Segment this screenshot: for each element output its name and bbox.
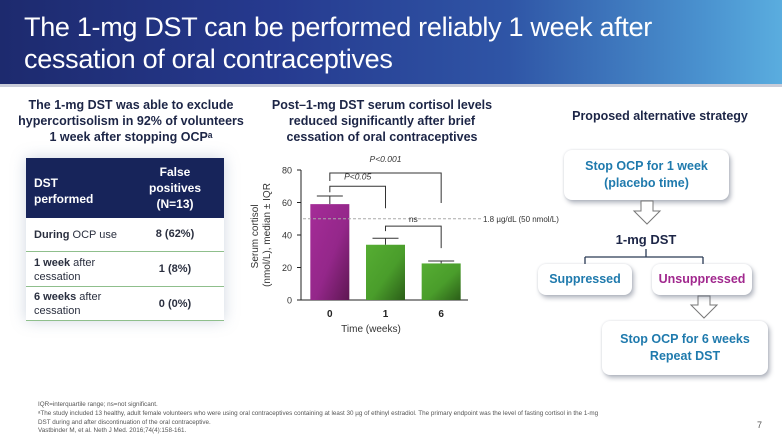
table-row: During OCP use 8 (62%) (26, 218, 224, 252)
bar-week-6 (421, 263, 461, 300)
footnote-reference: Vastbinder M, et al. Neth J Med. 2016;74… (38, 427, 187, 435)
y-tick-label: 40 (282, 231, 292, 241)
row-label-bold: During (34, 229, 70, 241)
x-tick-label: 1 (383, 309, 389, 320)
x-axis-label: Time (weeks) (341, 324, 401, 335)
footnote-line: IQR=interquartile range; ns=not signific… (38, 401, 158, 408)
header-false-positives: False positives (N=13) (130, 164, 220, 212)
significance-bracket (329, 185, 386, 209)
header-text: DST (34, 176, 58, 190)
page-number: 7 (756, 420, 762, 430)
table-header: DST performed False positives (N=13) (26, 158, 224, 218)
chart-heading-line: cessation of oral contraceptives (286, 130, 478, 144)
result-suppressed: Suppressed (538, 264, 632, 295)
row-label: 6 weeks after cessation (34, 290, 124, 318)
significance-bracket (329, 172, 442, 203)
bar-week-0 (310, 204, 350, 300)
false-positives-table: DST performed False positives (N=13) Dur… (26, 158, 224, 321)
left-heading-line: hypercortisolism in 92% of volunteers (18, 114, 244, 128)
table-row: 1 week after cessation 1 (8%) (26, 252, 224, 287)
row-label-rest: after cessation (34, 257, 96, 283)
step-stop-ocp-1-week: Stop OCP for 1 week (placebo time) (564, 150, 729, 200)
strategy-heading: Proposed alternative strategy (572, 109, 748, 123)
branch-connector (584, 249, 704, 265)
row-value: 8 (62%) (155, 228, 195, 240)
table-row: 6 weeks after cessation 0 (0%) (26, 287, 224, 321)
row-label: 1 week after cessation (34, 256, 124, 284)
reference-line-label: 1.8 µg/dL (50 nmol/L) (483, 215, 559, 224)
x-tick-label: 6 (438, 309, 444, 320)
chart-heading-line: Post–1-mg DST serum cortisol levels (271, 98, 493, 112)
step-text: Repeat DST (649, 349, 721, 363)
title-banner: The 1-mg DST can be performed reliably 1… (0, 0, 782, 84)
slide-title: The 1-mg DST can be performed reliably 1… (24, 12, 652, 74)
row-value: 1 (8%) (158, 263, 192, 275)
chart-heading-line: reduced significantly after brief (288, 114, 476, 128)
header-text: positives (148, 181, 202, 195)
significance-bracket (385, 225, 442, 249)
down-arrow-icon (632, 200, 662, 225)
row-label: During OCP use (34, 228, 117, 242)
row-label-rest: after cessation (34, 291, 102, 317)
footnote-line: DST during and after discontinuation of … (38, 418, 211, 426)
y-axis-label-line: Serum cortisol (250, 204, 261, 268)
bar-week-1 (366, 244, 405, 300)
header-text: (N=13) (156, 197, 194, 211)
row-label-rest: OCP use (69, 229, 117, 241)
step-text: Stop OCP for 1 week (585, 159, 708, 173)
header-text: False (159, 165, 191, 179)
header-dst-performed: DST performed (34, 175, 93, 207)
step-text: (placebo time) (604, 176, 689, 190)
footnotes: IQR=interquartile range; ns=not signific… (38, 401, 758, 436)
y-axis-label-line: (nmol/L), median ± IQR (262, 183, 273, 287)
step-text: Stop OCP for 6 weeks (620, 332, 750, 346)
down-arrow-icon (689, 295, 719, 319)
row-value: 0 (0%) (158, 298, 192, 310)
header-text: performed (34, 192, 94, 206)
row-label-bold: 6 weeks (34, 291, 77, 303)
left-panel-heading: The 1-mg DST was able to exclude hyperco… (6, 97, 256, 145)
left-heading-line: 1 week after stopping OCPᵃ (49, 130, 213, 144)
significance-label: P<0.05 (344, 171, 371, 181)
x-tick-label: 0 (327, 309, 333, 320)
significance-label: P<0.001 (370, 154, 402, 164)
row-label-bold: 1 week (34, 257, 71, 269)
y-axis-label: Serum cortisol (nmol/L), median ± IQR (250, 183, 273, 287)
step-stop-ocp-6-weeks: Stop OCP for 6 weeks Repeat DST (602, 321, 768, 375)
y-tick-label: 60 (282, 198, 292, 208)
y-tick-label: 80 (282, 166, 292, 176)
chart-heading: Post–1-mg DST serum cortisol levels redu… (262, 97, 502, 145)
y-tick-label: 20 (282, 263, 292, 273)
test-1mg-dst: 1-mg DST (615, 232, 677, 247)
significance-label: ns (409, 214, 418, 224)
y-tick-label: 0 (287, 296, 292, 306)
result-unsuppressed: Unsuppressed (652, 264, 752, 295)
left-heading-line: The 1-mg DST was able to exclude (28, 98, 234, 112)
banner-divider (0, 84, 782, 87)
footnote-line: ᵃThe study included 13 healthy, adult fe… (38, 409, 599, 417)
